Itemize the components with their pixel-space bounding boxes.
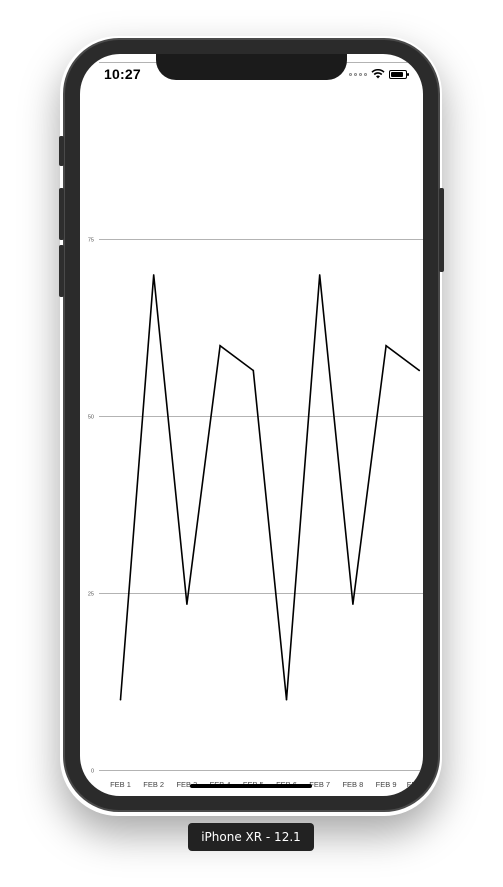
data-point [219, 344, 221, 347]
data-point [385, 344, 387, 347]
data-point [352, 603, 354, 605]
y-tick-label: 0 [91, 769, 94, 775]
volume-down-button [59, 245, 64, 297]
series-line [119, 274, 420, 700]
x-tick-label: FEB 10 [407, 780, 423, 789]
y-tick-label: 50 [88, 415, 94, 421]
data-point [318, 274, 321, 276]
data-point [119, 698, 122, 701]
mute-switch [59, 136, 64, 166]
data-point [285, 698, 288, 701]
x-tick-label: FEB 1 [110, 780, 131, 789]
y-tick-label: 100 [85, 61, 94, 67]
power-button [439, 188, 444, 272]
battery-icon [389, 69, 409, 79]
x-tick-label: FEB 2 [143, 780, 164, 789]
y-tick-label: 75 [88, 238, 94, 244]
y-tick-label: 25 [88, 592, 94, 598]
signal-dots-icon [349, 72, 367, 76]
data-point [418, 369, 421, 372]
x-tick-label: FEB 3 [176, 780, 197, 789]
volume-up-button [59, 188, 64, 240]
data-point [252, 369, 255, 372]
x-tick-label: FEB 7 [309, 780, 330, 789]
home-indicator[interactable] [190, 784, 312, 788]
data-point [152, 274, 155, 276]
x-tick-label: FEB 8 [342, 780, 363, 789]
status-time: 10:27 [104, 66, 141, 82]
wifi-icon [371, 69, 385, 79]
status-icons [349, 69, 409, 79]
data-point [186, 603, 188, 605]
x-tick-label: FEB 9 [376, 780, 397, 789]
notch [156, 54, 347, 80]
simulator-label: iPhone XR - 12.1 [188, 823, 314, 851]
